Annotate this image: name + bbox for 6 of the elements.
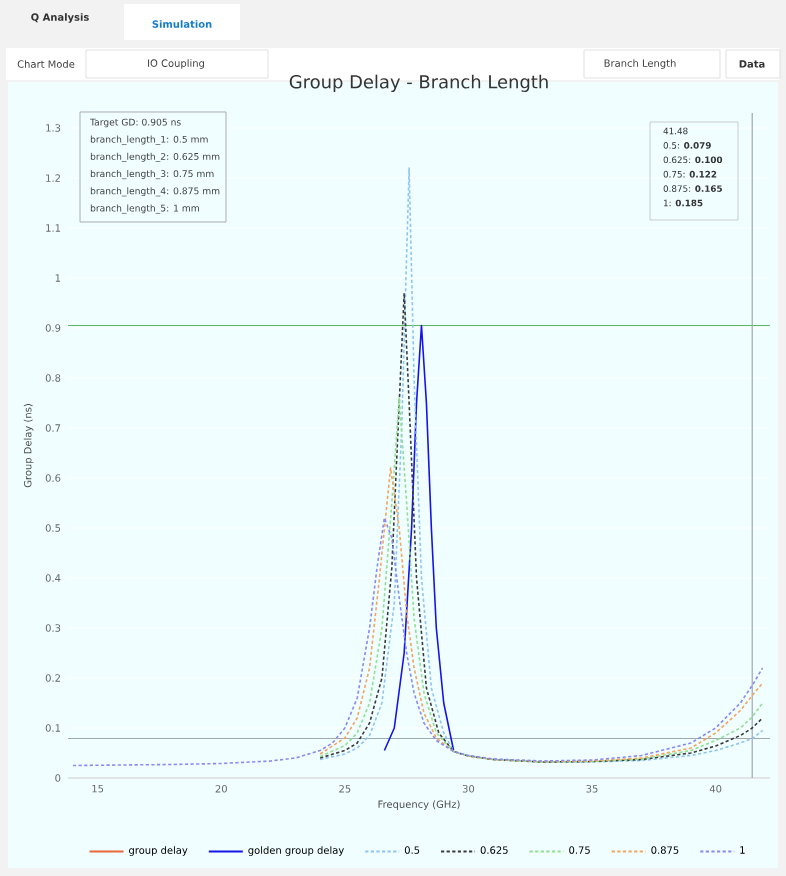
chart-title: Group Delay - Branch Length: [289, 74, 548, 92]
line-series: [383, 324, 455, 752]
line-series: [319, 292, 764, 763]
line-series: [319, 467, 764, 763]
line-series: [319, 397, 764, 763]
line-series: [319, 167, 764, 763]
